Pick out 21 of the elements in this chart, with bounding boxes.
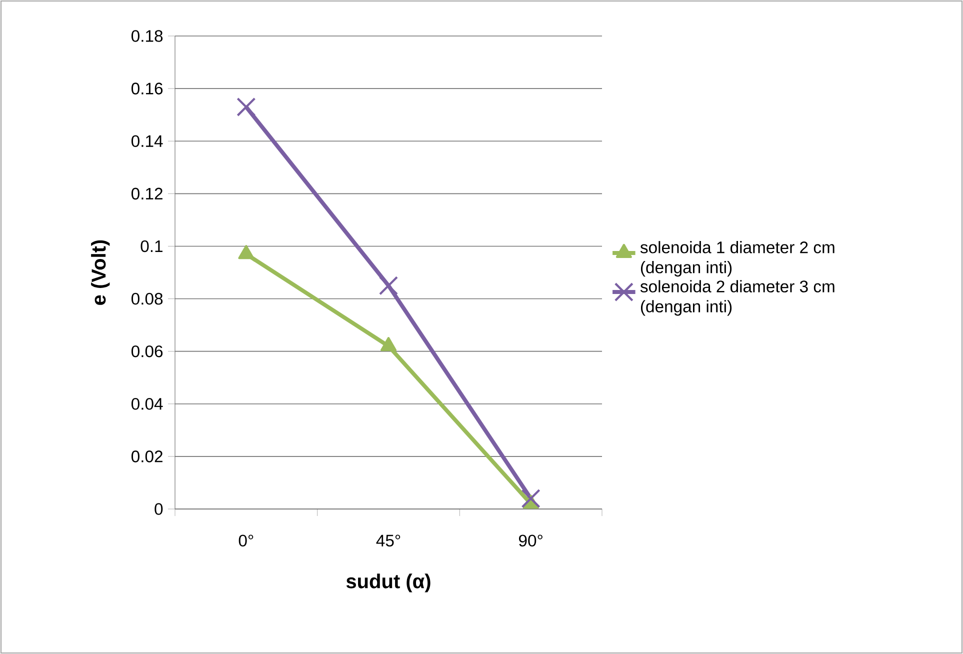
point (378, 276, 398, 296)
y-tick-label: 0.06 (132, 345, 163, 358)
y-tick-label: 0.14 (132, 135, 163, 148)
point (238, 245, 254, 260)
y-tick-label: 0.12 (132, 188, 162, 200)
legend-label: solenoida 1 diameter 2 cm (dengan inti) (640, 241, 834, 277)
x-axis-title: sudut (α) (346, 574, 430, 592)
y-tick-label: 0.08 (132, 292, 163, 305)
y-tick-label: 0 (154, 503, 163, 515)
y-tick-label: 0.04 (132, 398, 163, 410)
point (380, 337, 396, 352)
y-axis-title: e (Volt) (91, 240, 110, 305)
y-tick-label: 0.02 (132, 450, 162, 462)
x-tick-label: 90° (519, 534, 542, 547)
point (236, 97, 256, 117)
legend-label: solenoida 2 diameter 3 cm (dengan inti) (640, 280, 834, 316)
y-tick-label: 0.18 (132, 30, 163, 42)
x-tick-label: 0° (238, 534, 254, 547)
y-tick-label: 0.1 (140, 240, 162, 252)
y-tick-label: 0.16 (132, 82, 163, 94)
x-tick-label: 45° (376, 534, 400, 547)
